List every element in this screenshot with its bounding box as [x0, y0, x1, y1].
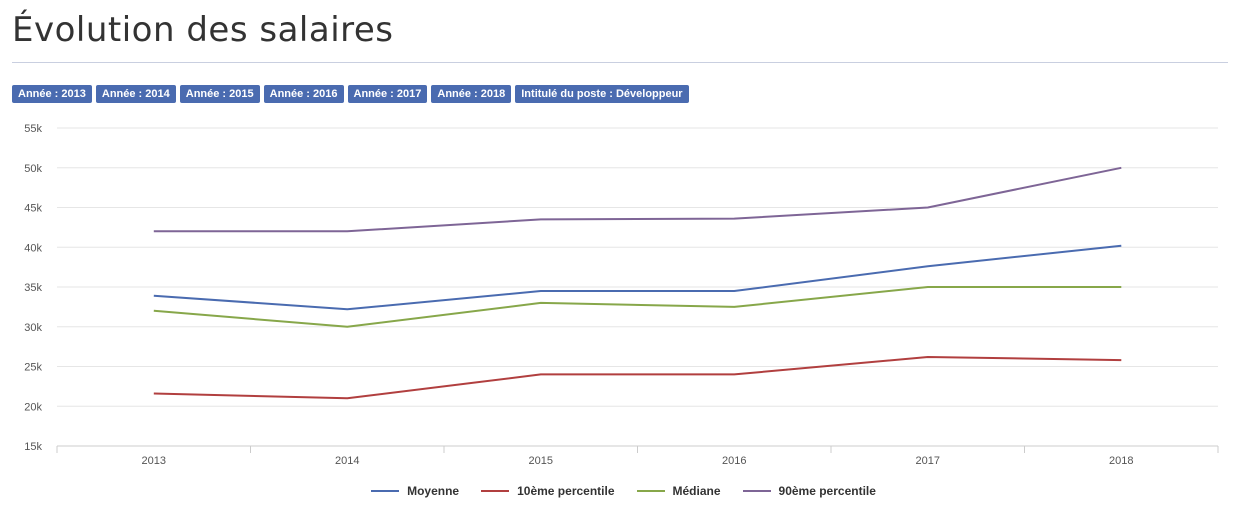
filter-tag-job-title[interactable]: Intitulé du poste : Développeur [515, 85, 689, 103]
y-tick-label: 30k [24, 322, 42, 334]
y-tick-label: 25k [24, 362, 42, 374]
filter-tag-year-2015[interactable]: Année : 2015 [179, 85, 260, 103]
active-filters: Année : 2013 Année : 2014 Année : 2015 A… [12, 85, 689, 103]
series-line-10eme-percentile [153, 356, 1122, 400]
legend-item-90eme-percentile[interactable]: 90ème percentile [742, 484, 876, 498]
chart-legend: Moyenne 10ème percentile Médiane 90ème p… [0, 484, 1247, 498]
legend-label-mediane: Médiane [672, 484, 721, 498]
x-tick-label: 2014 [335, 455, 359, 467]
legend-swatch-moyenne [371, 490, 400, 492]
x-tick-label: 2016 [722, 455, 746, 467]
y-tick-label: 50k [24, 163, 42, 175]
y-tick-label: 40k [24, 242, 42, 254]
filter-tag-year-2016[interactable]: Année : 2016 [263, 85, 344, 103]
x-tick-label: 2017 [916, 455, 940, 467]
x-tick-label: 2015 [529, 455, 553, 467]
legend-item-moyenne[interactable]: Moyenne [371, 484, 459, 498]
y-tick-label: 55k [24, 123, 42, 135]
legend-label-90eme-percentile: 90ème percentile [778, 484, 876, 498]
legend-swatch-10eme-percentile [481, 490, 510, 492]
legend-label-10eme-percentile: 10ème percentile [517, 484, 615, 498]
filter-tag-year-2014[interactable]: Année : 2014 [95, 85, 176, 103]
y-tick-label: 15k [24, 441, 42, 453]
series-line-mediane [153, 286, 1122, 328]
legend-item-10eme-percentile[interactable]: 10ème percentile [481, 484, 615, 498]
legend-label-moyenne: Moyenne [407, 484, 460, 498]
legend-swatch-90eme-percentile [742, 490, 771, 492]
filter-tag-year-2013[interactable]: Année : 2013 [12, 85, 92, 103]
x-tick-label: 2013 [142, 455, 166, 467]
title-divider [12, 62, 1228, 63]
filter-tag-year-2018[interactable]: Année : 2018 [431, 85, 512, 103]
y-tick-label: 20k [24, 401, 42, 413]
page-title: Évolution des salaires [12, 10, 394, 50]
legend-item-mediane[interactable]: Médiane [636, 484, 721, 498]
salary-line-chart: 15k 20k 25k 30k 35k 40k 45k 50k 55k 2013 2014 2015 2… [24, 123, 1219, 467]
x-tick-label: 2018 [1109, 455, 1133, 467]
series-line-moyenne [153, 244, 1122, 311]
series-line-90eme-percentile [153, 166, 1122, 233]
filter-tag-year-2017[interactable]: Année : 2017 [347, 85, 428, 103]
y-tick-label: 35k [24, 282, 42, 294]
y-tick-label: 45k [24, 203, 42, 215]
legend-swatch-mediane [636, 490, 665, 492]
